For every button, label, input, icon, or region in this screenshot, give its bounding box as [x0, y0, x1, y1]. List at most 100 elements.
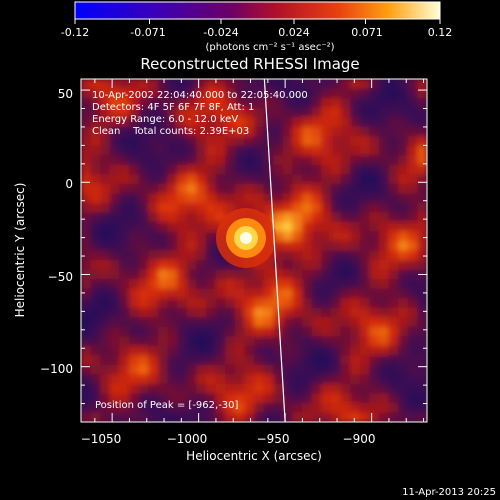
heatmap-cell: [177, 183, 188, 194]
heatmap-cell: [417, 364, 427, 375]
heatmap-cell: [292, 374, 303, 385]
heatmap-cell: [157, 193, 169, 204]
heatmap-cell: [129, 107, 140, 118]
heatmap-cell: [369, 107, 380, 118]
heatmap-cell: [282, 117, 294, 128]
heatmap-cell: [119, 374, 130, 385]
heatmap-cell: [254, 355, 265, 366]
heatmap-cell: [119, 298, 130, 309]
heatmap-cell: [302, 126, 313, 137]
heatmap-cell: [196, 307, 207, 318]
heatmap-cell: [225, 345, 236, 356]
heatmap-cell: [398, 279, 409, 290]
heatmap-cell: [90, 298, 101, 309]
heatmap-cell: [244, 79, 255, 90]
heatmap-cell: [148, 317, 159, 328]
heatmap-cell: [225, 155, 236, 166]
heatmap-cell: [205, 126, 217, 137]
heatmap-cell: [215, 355, 226, 366]
heatmap-cell: [359, 221, 370, 233]
heatmap-cell: [90, 402, 101, 414]
heatmap-cell: [157, 269, 169, 280]
heatmap-cell: [407, 202, 418, 213]
heatmap-cell: [109, 383, 121, 395]
heatmap-cell: [273, 221, 284, 233]
heatmap-cell: [292, 412, 303, 422]
heatmap-cell: [177, 345, 188, 356]
heatmap-cell: [119, 393, 130, 404]
heatmap-cell: [90, 231, 101, 242]
heatmap-cell: [282, 79, 294, 90]
heatmap-cell: [398, 155, 409, 166]
heatmap-cell: [234, 174, 245, 185]
heatmap-cell: [407, 298, 418, 309]
heatmap-cell: [254, 193, 265, 204]
heatmap-cell: [350, 383, 361, 395]
heatmap-cell: [378, 307, 390, 318]
heatmap-cell: [292, 88, 303, 99]
heatmap-cell: [417, 231, 427, 242]
heatmap-cell: [330, 374, 342, 385]
heatmap-cell: [205, 231, 217, 242]
heatmap-cell: [215, 317, 226, 328]
heatmap-cell: [292, 345, 303, 356]
heatmap-cell: [177, 326, 188, 337]
heatmap-cell: [417, 298, 427, 309]
heatmap-cell: [398, 107, 409, 118]
annotation-detectors: Detectors: 4F 5F 6F 7F 8F, Att: 1: [92, 102, 254, 113]
heatmap-cell: [302, 240, 313, 252]
heatmap-cell: [234, 269, 245, 280]
heatmap-cell: [90, 288, 101, 299]
heatmap-cell: [254, 164, 265, 175]
heatmap-cell: [417, 240, 427, 252]
heatmap-cell: [119, 212, 130, 223]
heatmap-cell: [100, 136, 111, 147]
heatmap-cell: [81, 212, 92, 223]
heatmap-cell: [119, 250, 130, 261]
heatmap-cell: [340, 221, 351, 233]
heatmap-cell: [81, 393, 92, 404]
heatmap-cell: [129, 193, 140, 204]
heatmap-cell: [282, 345, 294, 356]
heatmap-cell: [350, 164, 361, 175]
heatmap-cell: [378, 107, 390, 118]
heatmap-cell: [119, 136, 130, 147]
heatmap-cell: [234, 98, 245, 109]
heatmap-cell: [263, 374, 274, 385]
heatmap-cell: [148, 107, 159, 118]
heatmap-cell: [109, 269, 121, 280]
heatmap-cell: [378, 412, 390, 422]
heatmap-cell: [321, 136, 332, 147]
heatmap-cell: [186, 164, 197, 175]
heatmap-cell: [388, 212, 399, 223]
heatmap-cell: [340, 279, 351, 290]
heatmap-cell: [302, 326, 313, 337]
heatmap-cell: [205, 383, 217, 395]
heatmap-cell: [292, 221, 303, 233]
heatmap-cell: [388, 79, 399, 90]
heatmap-cell: [148, 402, 159, 414]
heatmap-cell: [254, 393, 265, 404]
heatmap-cell: [311, 202, 322, 213]
heatmap-cell: [378, 383, 390, 395]
heatmap-cell: [378, 88, 390, 99]
heatmap-cell: [311, 174, 322, 185]
heatmap-cell: [234, 136, 245, 147]
heatmap-cell: [311, 98, 322, 109]
heatmap-cell: [330, 88, 342, 99]
heatmap-cell: [81, 336, 92, 347]
plot-area: 10-Apr-2002 22:04:40.000 to 22:05:40.000…: [80, 78, 428, 423]
heatmap-cell: [225, 136, 236, 147]
heatmap-cell: [340, 79, 351, 90]
heatmap-cell: [359, 193, 370, 204]
heatmap-cell: [186, 117, 197, 128]
colorbar-tick-label: -0.071: [130, 26, 165, 39]
heatmap-cell: [378, 374, 390, 385]
heatmap-cell: [167, 288, 178, 299]
heatmap-cell: [282, 193, 294, 204]
heatmap-cell: [186, 250, 197, 261]
heatmap-cell: [148, 288, 159, 299]
heatmap-cell: [90, 79, 101, 90]
heatmap-cell: [167, 126, 178, 137]
